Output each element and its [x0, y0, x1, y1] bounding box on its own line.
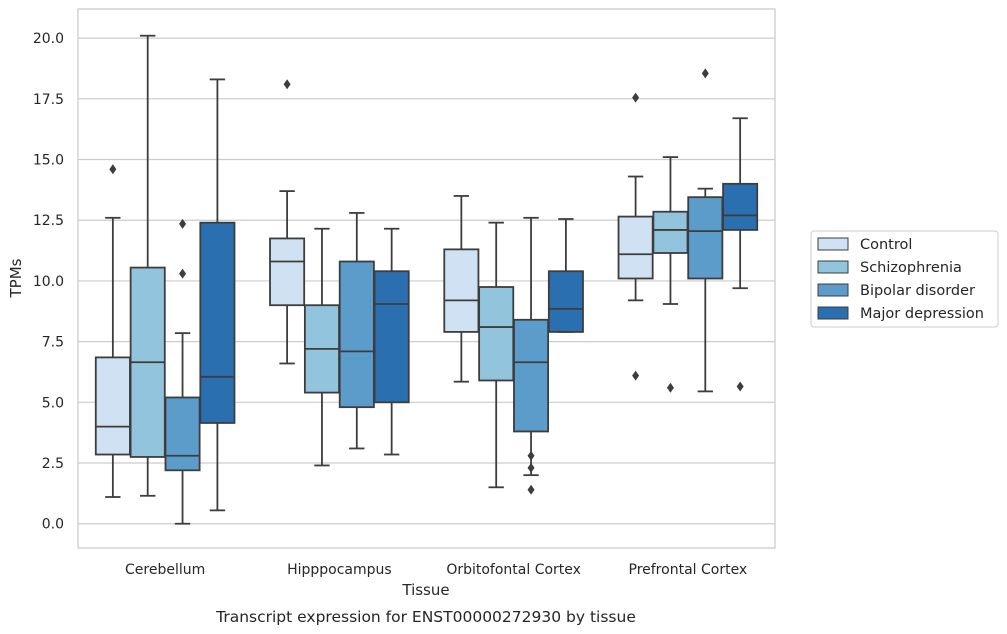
x-tick-labels: Cerebellum Hipppocampus Orbitofontal Corte…: [125, 562, 747, 578]
outlier-point: [109, 164, 117, 175]
y-tick-labels: 0.0 2.5 5.0 7.5 10.0 12.5 15.0 17.5 20.0: [33, 31, 64, 533]
y-tick-label: 10.0: [33, 274, 64, 290]
box-3-1: [164, 218, 201, 525]
legend-swatch: [817, 237, 849, 251]
box-iqr: [687, 196, 724, 280]
y-tick-label: 12.5: [33, 213, 64, 229]
box-4-1: [199, 78, 236, 512]
box-iqr: [513, 318, 550, 433]
box-2-4: [652, 156, 689, 393]
legend-swatch: [817, 306, 849, 320]
legend-label: Schizophrenia: [860, 260, 962, 276]
box-iqr: [478, 286, 515, 382]
legend-label: Bipolar disorder: [860, 283, 975, 299]
boxes-layer: [94, 34, 759, 525]
outlier-point: [527, 462, 535, 473]
x-tick-label: Orbitofontal Cortex: [446, 562, 581, 578]
box-iqr: [547, 270, 584, 333]
box-4-2: [373, 227, 410, 456]
box-iqr: [199, 221, 236, 424]
box-4-4: [722, 117, 759, 392]
legend: Control Schizophrenia Bipolar disorder Majo…: [810, 230, 999, 328]
x-axis-label: Tissue: [401, 581, 449, 599]
box-iqr: [338, 260, 375, 409]
box-iqr: [652, 210, 689, 254]
box-2-1: [129, 34, 166, 497]
outlier-point: [701, 68, 709, 79]
legend-frame: [810, 230, 999, 328]
x-tick-label: Cerebellum: [125, 562, 205, 578]
box-2-3: [478, 221, 515, 489]
legend-label: Major depression: [860, 306, 984, 322]
legend-label: Control: [860, 237, 912, 253]
outlier-point: [179, 268, 187, 279]
x-tick-label: Hipppocampus: [287, 562, 392, 578]
y-tick-label: 15.0: [33, 153, 64, 169]
box-iqr: [164, 396, 201, 472]
box-3-3: [513, 216, 550, 495]
legend-swatch: [817, 260, 849, 274]
y-tick-label: 0.0: [42, 517, 64, 533]
box-4-3: [547, 218, 584, 333]
box-1-1: [94, 164, 131, 498]
outlier-point: [527, 484, 535, 495]
legend-swatch: [817, 283, 849, 297]
box-iqr: [617, 215, 654, 280]
box-3-2: [338, 212, 375, 450]
outlier-point: [632, 370, 640, 381]
box-iqr: [269, 237, 306, 307]
y-tick-label: 20.0: [33, 31, 64, 47]
plot-frame: [77, 8, 776, 549]
box-1-3: [443, 195, 480, 383]
box-iqr: [443, 248, 480, 333]
outlier-point: [179, 218, 187, 229]
y-tick-label: 17.5: [33, 92, 64, 108]
box-iqr: [94, 356, 131, 456]
y-tick-label: 5.0: [42, 395, 64, 411]
box-3-4: [687, 68, 724, 393]
outlier-point: [666, 382, 674, 393]
y-tick-label: 7.5: [42, 335, 64, 351]
box-iqr: [373, 270, 410, 404]
y-tick-label: 2.5: [42, 456, 64, 472]
box-1-4: [617, 92, 654, 381]
box-iqr: [722, 182, 759, 231]
box-1-2: [269, 79, 306, 365]
x-tick-label: Prefrontal Cortex: [629, 562, 748, 578]
box-2-2: [303, 227, 340, 467]
y-axis-label: TPMs: [7, 258, 25, 298]
outlier-point: [283, 79, 291, 90]
figure-caption: Transcript expression for ENST0000027293…: [215, 608, 636, 626]
outlier-point: [736, 381, 744, 392]
outlier-point: [632, 92, 640, 103]
outlier-point: [527, 450, 535, 461]
